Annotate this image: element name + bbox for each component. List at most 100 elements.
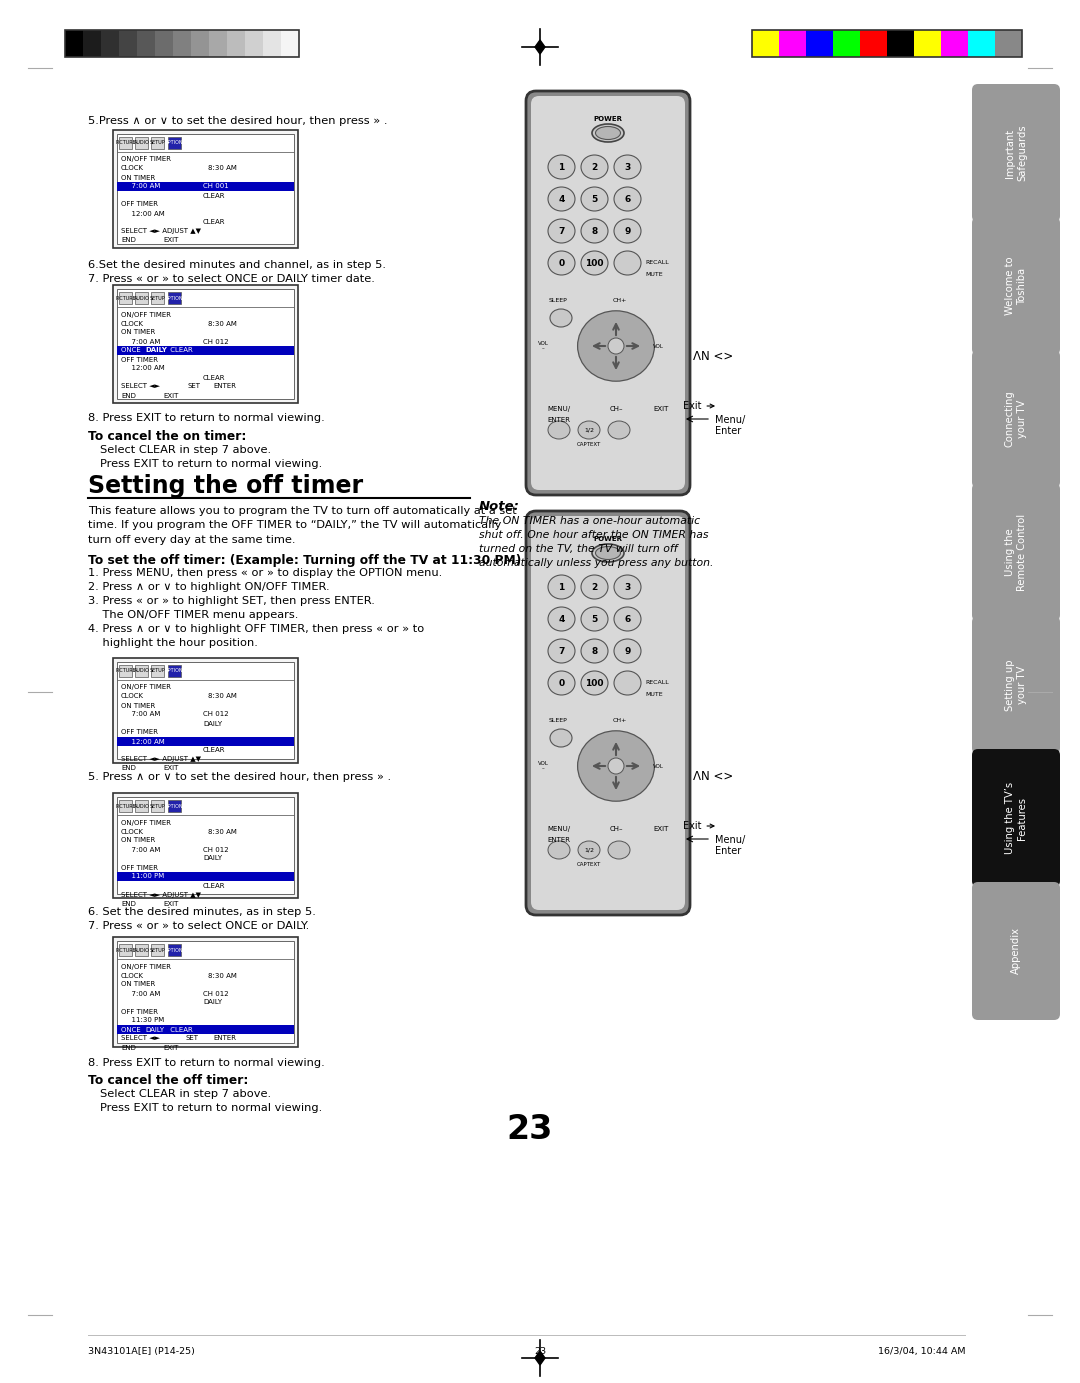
Text: ON/OFF TIMER: ON/OFF TIMER bbox=[121, 156, 171, 162]
Text: EXIT: EXIT bbox=[653, 407, 669, 412]
Text: CLOCK: CLOCK bbox=[121, 321, 144, 326]
Text: 7: 7 bbox=[558, 646, 565, 656]
Ellipse shape bbox=[581, 671, 608, 696]
Text: MENU/: MENU/ bbox=[546, 407, 570, 412]
Ellipse shape bbox=[548, 639, 575, 662]
Bar bbox=[151, 137, 164, 149]
Text: SET: SET bbox=[188, 383, 201, 390]
Bar bbox=[173, 30, 191, 57]
Text: Press EXIT to return to normal viewing.: Press EXIT to return to normal viewing. bbox=[100, 459, 322, 469]
Text: MUTE: MUTE bbox=[645, 693, 663, 697]
Bar bbox=[156, 30, 173, 57]
Bar bbox=[119, 292, 132, 304]
Text: SLEEP: SLEEP bbox=[549, 718, 568, 723]
Text: VOL: VOL bbox=[652, 343, 663, 349]
Text: SETUP: SETUP bbox=[150, 804, 165, 809]
Ellipse shape bbox=[615, 219, 642, 243]
Text: RECALL: RECALL bbox=[645, 260, 669, 266]
Text: 9: 9 bbox=[624, 646, 631, 656]
Ellipse shape bbox=[615, 250, 642, 275]
Text: PICTURE: PICTURE bbox=[116, 141, 136, 145]
Bar bbox=[135, 665, 148, 678]
FancyBboxPatch shape bbox=[526, 91, 690, 495]
Text: 7. Press « or » to select ONCE or DAILY.: 7. Press « or » to select ONCE or DAILY. bbox=[87, 921, 309, 931]
Text: Connecting
your TV: Connecting your TV bbox=[1004, 390, 1027, 447]
Text: 1: 1 bbox=[558, 582, 565, 592]
Text: 7:00 AM: 7:00 AM bbox=[127, 990, 160, 997]
Text: DAILY: DAILY bbox=[145, 347, 167, 354]
Text: Exit: Exit bbox=[683, 822, 714, 831]
Bar bbox=[752, 30, 1022, 57]
Ellipse shape bbox=[615, 639, 642, 662]
Text: OPTION: OPTION bbox=[165, 947, 184, 953]
Text: AUDIO: AUDIO bbox=[134, 296, 149, 300]
Bar bbox=[119, 30, 137, 57]
Text: 8:30 AM: 8:30 AM bbox=[208, 693, 237, 700]
Text: SETUP: SETUP bbox=[150, 296, 165, 300]
Text: DAILY: DAILY bbox=[203, 721, 222, 726]
Text: 7:00 AM: 7:00 AM bbox=[127, 846, 160, 852]
Text: CLEAR: CLEAR bbox=[203, 747, 226, 754]
Bar bbox=[117, 346, 294, 355]
Ellipse shape bbox=[595, 126, 621, 140]
Text: 8. Press EXIT to return to normal viewing.: 8. Press EXIT to return to normal viewin… bbox=[87, 1058, 325, 1068]
Text: This feature allows you to program the TV to turn off automatically at a set
tim: This feature allows you to program the T… bbox=[87, 506, 516, 545]
Text: PICTURE: PICTURE bbox=[116, 947, 136, 953]
Text: 7:00 AM: 7:00 AM bbox=[127, 339, 160, 344]
Bar bbox=[151, 292, 164, 304]
Ellipse shape bbox=[595, 546, 621, 560]
Text: AUDIO: AUDIO bbox=[134, 804, 149, 809]
Text: 3: 3 bbox=[624, 582, 631, 592]
Text: ON TIMER: ON TIMER bbox=[121, 703, 156, 708]
Text: To cancel the off timer:: To cancel the off timer: bbox=[87, 1075, 248, 1087]
Ellipse shape bbox=[548, 420, 570, 438]
Bar bbox=[151, 799, 164, 812]
Text: SELECT ◄► ADJUST ▲▼: SELECT ◄► ADJUST ▲▼ bbox=[121, 892, 201, 898]
Bar bbox=[113, 658, 298, 763]
Ellipse shape bbox=[548, 187, 575, 212]
Text: 0: 0 bbox=[558, 259, 565, 267]
Text: 8:30 AM: 8:30 AM bbox=[208, 972, 237, 979]
Text: SELECT ◄►: SELECT ◄► bbox=[121, 1036, 160, 1041]
Text: VOL
–: VOL – bbox=[538, 340, 549, 351]
Ellipse shape bbox=[581, 155, 608, 178]
Text: CLEAR: CLEAR bbox=[203, 192, 226, 199]
Text: 12:00 AM: 12:00 AM bbox=[127, 739, 165, 744]
Bar bbox=[117, 873, 294, 881]
Bar bbox=[117, 183, 294, 191]
Text: 2. Press ∧ or ∨ to highlight ON/OFF TIMER.: 2. Press ∧ or ∨ to highlight ON/OFF TIME… bbox=[87, 582, 329, 592]
Text: SETUP: SETUP bbox=[150, 947, 165, 953]
Text: CH 001: CH 001 bbox=[203, 184, 229, 189]
Bar bbox=[119, 945, 132, 956]
Text: MENU/: MENU/ bbox=[546, 826, 570, 833]
Text: ON/OFF TIMER: ON/OFF TIMER bbox=[121, 311, 171, 318]
Text: OPTION: OPTION bbox=[165, 668, 184, 674]
Text: 12:00 AM: 12:00 AM bbox=[127, 210, 165, 217]
Text: ENTER: ENTER bbox=[546, 837, 570, 844]
Bar bbox=[281, 30, 299, 57]
Text: OFF TIMER: OFF TIMER bbox=[121, 729, 158, 736]
Bar bbox=[151, 945, 164, 956]
Text: POWER: POWER bbox=[594, 537, 622, 542]
Text: 1. Press MENU, then press « or » to display the OPTION menu.: 1. Press MENU, then press « or » to disp… bbox=[87, 568, 442, 578]
Text: ON/OFF TIMER: ON/OFF TIMER bbox=[121, 964, 171, 969]
Bar bbox=[117, 289, 294, 400]
Text: 8:30 AM: 8:30 AM bbox=[208, 321, 237, 326]
Text: END: END bbox=[121, 900, 136, 906]
Bar bbox=[117, 1025, 294, 1034]
Text: 5. Press ∧ or ∨ to set the desired hour, then press » .: 5. Press ∧ or ∨ to set the desired hour,… bbox=[87, 772, 391, 781]
Bar bbox=[113, 130, 298, 248]
Text: 11:00 PM: 11:00 PM bbox=[127, 874, 164, 880]
Ellipse shape bbox=[548, 155, 575, 178]
Polygon shape bbox=[535, 1351, 545, 1365]
Ellipse shape bbox=[548, 607, 575, 631]
Text: CLEAR: CLEAR bbox=[203, 375, 226, 380]
Text: Press EXIT to return to normal viewing.: Press EXIT to return to normal viewing. bbox=[100, 1104, 322, 1113]
Text: ON TIMER: ON TIMER bbox=[121, 838, 156, 844]
Ellipse shape bbox=[550, 729, 572, 747]
Bar bbox=[168, 945, 181, 956]
Text: SELECT ◄► ADJUST ▲▼: SELECT ◄► ADJUST ▲▼ bbox=[121, 228, 201, 235]
Text: PICTURE: PICTURE bbox=[116, 804, 136, 809]
Text: ON/OFF TIMER: ON/OFF TIMER bbox=[121, 685, 171, 690]
Text: CAPTEXT: CAPTEXT bbox=[577, 862, 602, 867]
